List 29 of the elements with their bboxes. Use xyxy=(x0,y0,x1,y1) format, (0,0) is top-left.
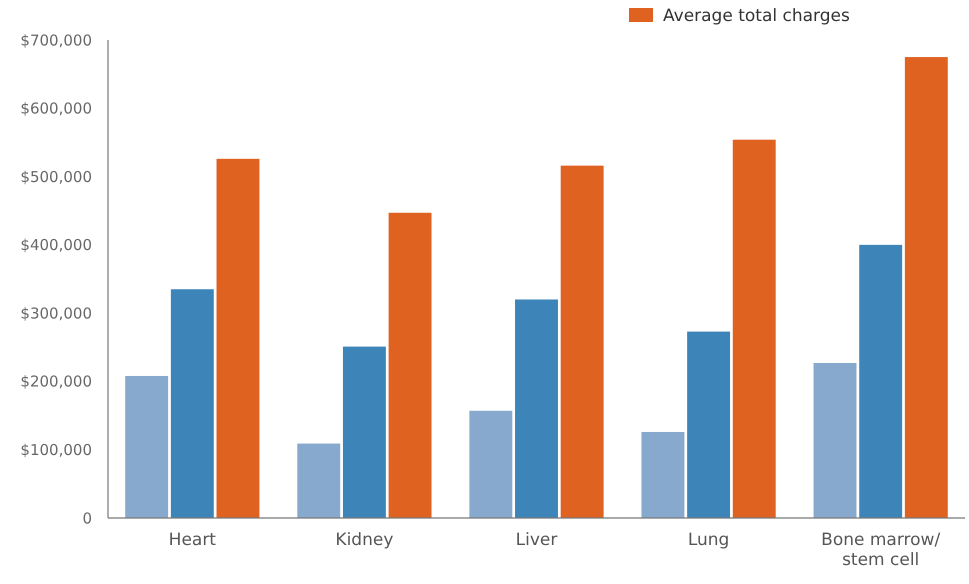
bar xyxy=(469,410,512,518)
y-tick-label: $300,000 xyxy=(20,304,92,322)
bar xyxy=(515,299,558,518)
y-tick-label: $600,000 xyxy=(20,100,92,118)
y-tick-label: $200,000 xyxy=(20,372,92,391)
y-tick-label: $700,000 xyxy=(20,31,92,50)
bar xyxy=(216,158,260,518)
bar xyxy=(388,212,432,518)
x-tick-label: Lung xyxy=(688,530,730,550)
bar xyxy=(687,332,730,518)
y-tick-label: $500,000 xyxy=(20,168,92,186)
bar xyxy=(904,57,948,518)
x-tick-label: Bone marrow/ stem cell xyxy=(821,530,940,570)
x-tick-label: Liver xyxy=(516,530,558,550)
bar xyxy=(560,166,604,518)
y-tick-label: 0 xyxy=(82,509,92,528)
legend-label: Average total charges xyxy=(663,6,850,26)
bar xyxy=(170,289,214,518)
bar xyxy=(859,244,902,518)
y-tick-label: $400,000 xyxy=(20,236,92,254)
bar xyxy=(814,362,856,518)
x-tick-label: Kidney xyxy=(335,530,394,550)
bar xyxy=(297,444,340,518)
y-tick-label: $100,000 xyxy=(20,440,92,459)
x-tick-label: Heart xyxy=(168,530,216,550)
bar xyxy=(641,432,684,518)
bar xyxy=(732,140,776,518)
bar xyxy=(342,346,386,518)
bar xyxy=(125,376,168,518)
